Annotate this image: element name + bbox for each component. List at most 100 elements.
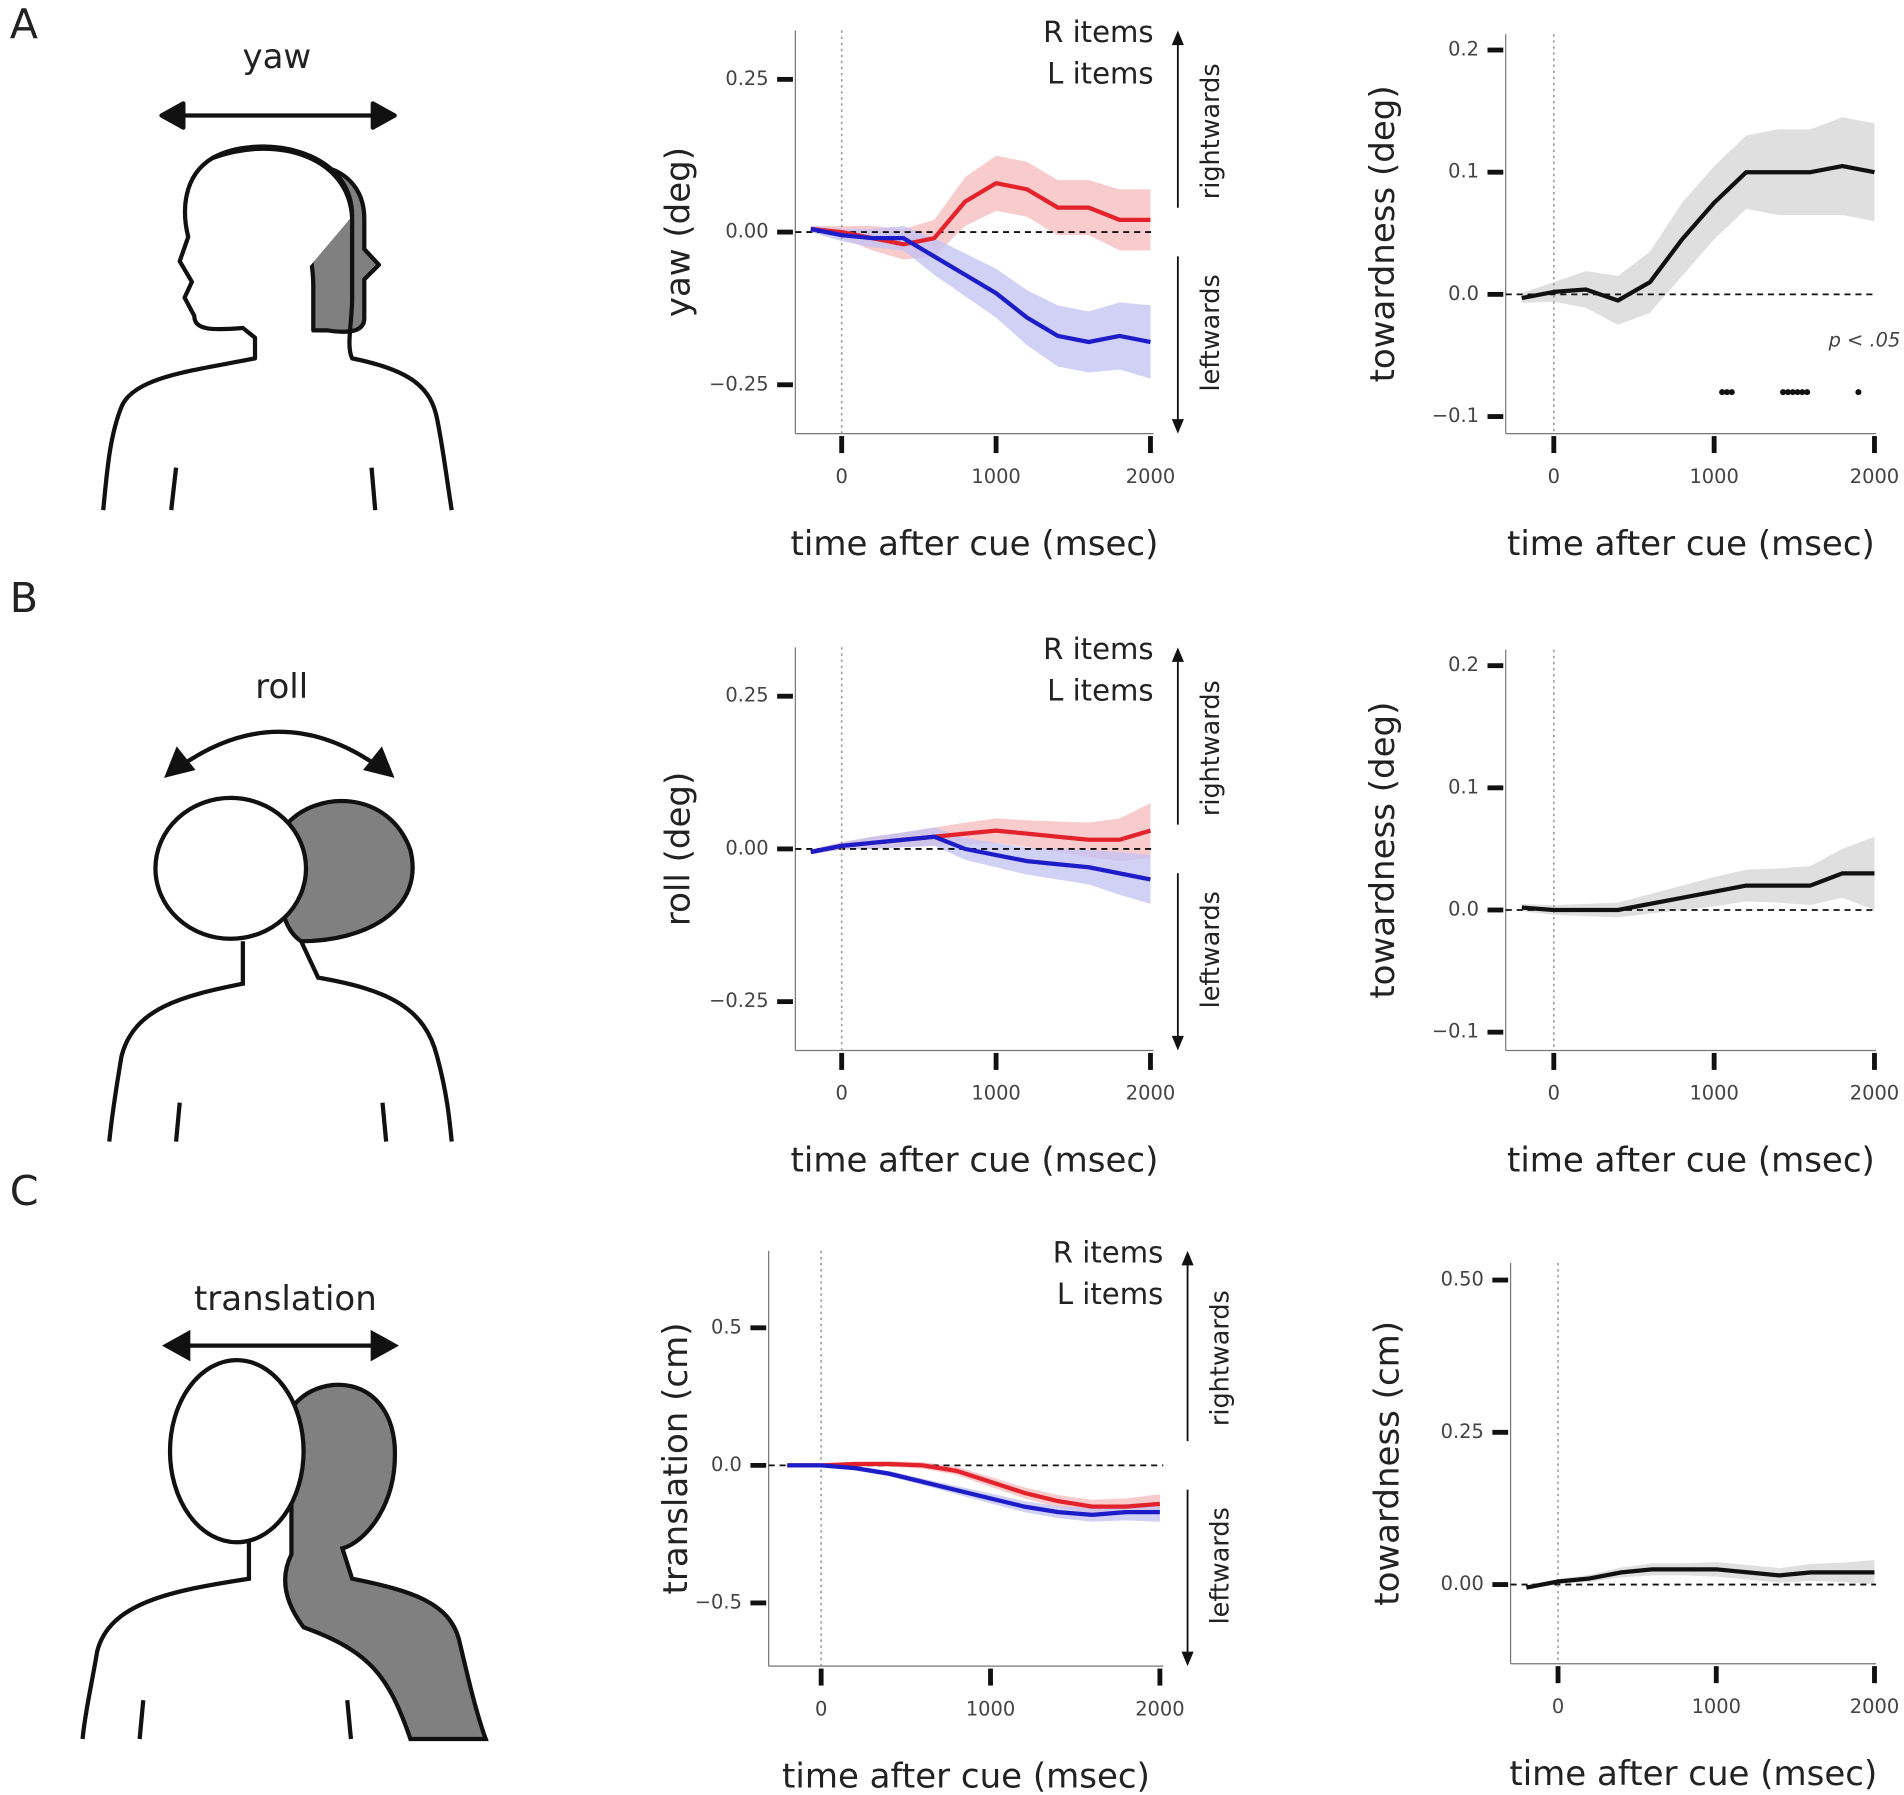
y-tick-label: −0.25 xyxy=(709,989,768,1012)
series-line xyxy=(810,226,1151,345)
y-tick-label: 0.1 xyxy=(1448,775,1479,798)
series-line xyxy=(787,1461,1161,1509)
legend-entry: R items xyxy=(1053,1236,1163,1270)
direction-label: rightwards xyxy=(1196,63,1226,199)
x-tick-label: 2000 xyxy=(1850,465,1899,488)
significance-dot xyxy=(1855,389,1862,396)
series-line xyxy=(787,1463,1160,1518)
y-tick-label: 0.0 xyxy=(1448,898,1479,921)
y-tick-label: −0.25 xyxy=(709,372,768,395)
series-line xyxy=(810,834,1151,882)
series-line xyxy=(1521,163,1875,303)
x-axis-title: time after cue (msec) xyxy=(1509,1754,1877,1794)
x-tick-label: 1000 xyxy=(1692,1695,1741,1718)
y-tick-label: 0.2 xyxy=(1448,38,1479,61)
legend-entry: L items xyxy=(1047,673,1153,707)
x-tick-label: 2000 xyxy=(1126,465,1175,488)
direction-label: leftwards xyxy=(1196,891,1226,1008)
x-tick-label: 0 xyxy=(1548,1082,1560,1105)
panel-letter: B xyxy=(10,574,38,622)
legend-entry: L items xyxy=(1057,1277,1163,1311)
x-axis-title: time after cue (msec) xyxy=(782,1756,1150,1795)
y-tick-label: 0.0 xyxy=(1448,282,1479,305)
ci-band xyxy=(1521,836,1875,918)
x-tick-label: 1000 xyxy=(966,1697,1015,1720)
arrowhead xyxy=(1171,419,1184,434)
y-tick-label: 0.2 xyxy=(1448,653,1479,676)
y-tick-label: 0.25 xyxy=(725,684,768,707)
x-tick-label: 1000 xyxy=(1689,465,1738,488)
y-axis-title: roll (deg) xyxy=(659,772,699,926)
translation-illustration: translation xyxy=(80,1279,489,1742)
significance-label: p < .05 xyxy=(1828,329,1901,352)
x-axis-title: time after cue (msec) xyxy=(791,1141,1159,1181)
x-tick-label: 0 xyxy=(835,1082,847,1105)
significance-dot xyxy=(1728,389,1735,396)
direction-label: rightwards xyxy=(1206,1290,1236,1426)
y-axis-title: towardness (cm) xyxy=(1368,1321,1408,1606)
illustration-label: translation xyxy=(194,1279,377,1319)
y-tick-label: −0.5 xyxy=(695,1590,742,1613)
y-tick-label: 0.25 xyxy=(1441,1420,1484,1443)
y-axis-title: towardness (deg) xyxy=(1363,702,1403,999)
x-tick-label: 1000 xyxy=(971,465,1020,488)
yaw-illustration: yaw xyxy=(101,37,454,511)
arrowhead xyxy=(1171,1035,1184,1051)
legend-entry: R items xyxy=(1043,15,1153,49)
y-tick-label: 0.5 xyxy=(711,1315,742,1338)
significance-dot xyxy=(1789,389,1796,396)
illustration-label: yaw xyxy=(242,37,311,77)
significance-dot xyxy=(1780,389,1787,396)
significance-dot xyxy=(1799,389,1806,396)
arrowhead xyxy=(1171,30,1184,46)
x-tick-label: 0 xyxy=(1548,465,1560,488)
y-tick-label: −0.1 xyxy=(1432,1020,1479,1043)
arrowhead xyxy=(1181,1250,1194,1266)
x-axis-title: time after cue (msec) xyxy=(791,524,1159,564)
y-tick-label: 0.00 xyxy=(1441,1572,1484,1595)
direction-label: leftwards xyxy=(1196,274,1226,391)
panel-letter: C xyxy=(10,1167,39,1215)
direction-label: rightwards xyxy=(1196,680,1226,816)
y-axis-title: towardness (deg) xyxy=(1363,85,1403,382)
y-tick-label: 0.0 xyxy=(711,1453,742,1476)
x-tick-label: 2000 xyxy=(1135,1697,1184,1720)
x-tick-label: 2000 xyxy=(1850,1695,1899,1718)
panel-letter: A xyxy=(10,0,38,48)
y-tick-label: 0.00 xyxy=(725,220,768,243)
illustration-label: roll xyxy=(255,667,308,707)
direction-label: leftwards xyxy=(1206,1507,1236,1624)
x-tick-label: 1000 xyxy=(971,1082,1020,1105)
y-axis-title: yaw (deg) xyxy=(659,147,699,317)
x-tick-label: 0 xyxy=(815,1697,827,1720)
x-axis-title: time after cue (msec) xyxy=(1507,524,1875,564)
y-tick-label: 0.25 xyxy=(725,67,768,90)
x-tick-label: 2000 xyxy=(1126,1082,1175,1105)
series-line xyxy=(1521,871,1875,913)
y-axis-title: translation (cm) xyxy=(656,1323,696,1595)
ci-band xyxy=(810,827,1151,904)
significance-dot xyxy=(1804,389,1811,396)
significance-dot xyxy=(1723,389,1731,396)
significance-dot xyxy=(1794,389,1801,396)
y-tick-label: 0.50 xyxy=(1441,1268,1484,1291)
series-line xyxy=(1525,1567,1875,1590)
x-tick-label: 0 xyxy=(1552,1695,1564,1718)
arrowhead xyxy=(1171,647,1184,662)
significance-dot xyxy=(1784,389,1791,396)
roll-illustration: roll xyxy=(107,667,454,1142)
x-tick-label: 1000 xyxy=(1689,1082,1738,1105)
significance-dot xyxy=(1719,389,1726,396)
ci-band xyxy=(810,225,1151,379)
legend-entry: R items xyxy=(1043,632,1153,666)
arrowhead xyxy=(1181,1651,1194,1667)
ci-band xyxy=(1526,1560,1875,1590)
y-tick-label: 0.1 xyxy=(1448,160,1479,183)
y-tick-label: 0.00 xyxy=(725,836,768,859)
x-axis-title: time after cue (msec) xyxy=(1507,1141,1875,1181)
x-tick-label: 0 xyxy=(835,465,847,488)
y-tick-label: −0.1 xyxy=(1432,404,1479,427)
x-tick-label: 2000 xyxy=(1850,1082,1899,1105)
legend-entry: L items xyxy=(1047,56,1153,90)
